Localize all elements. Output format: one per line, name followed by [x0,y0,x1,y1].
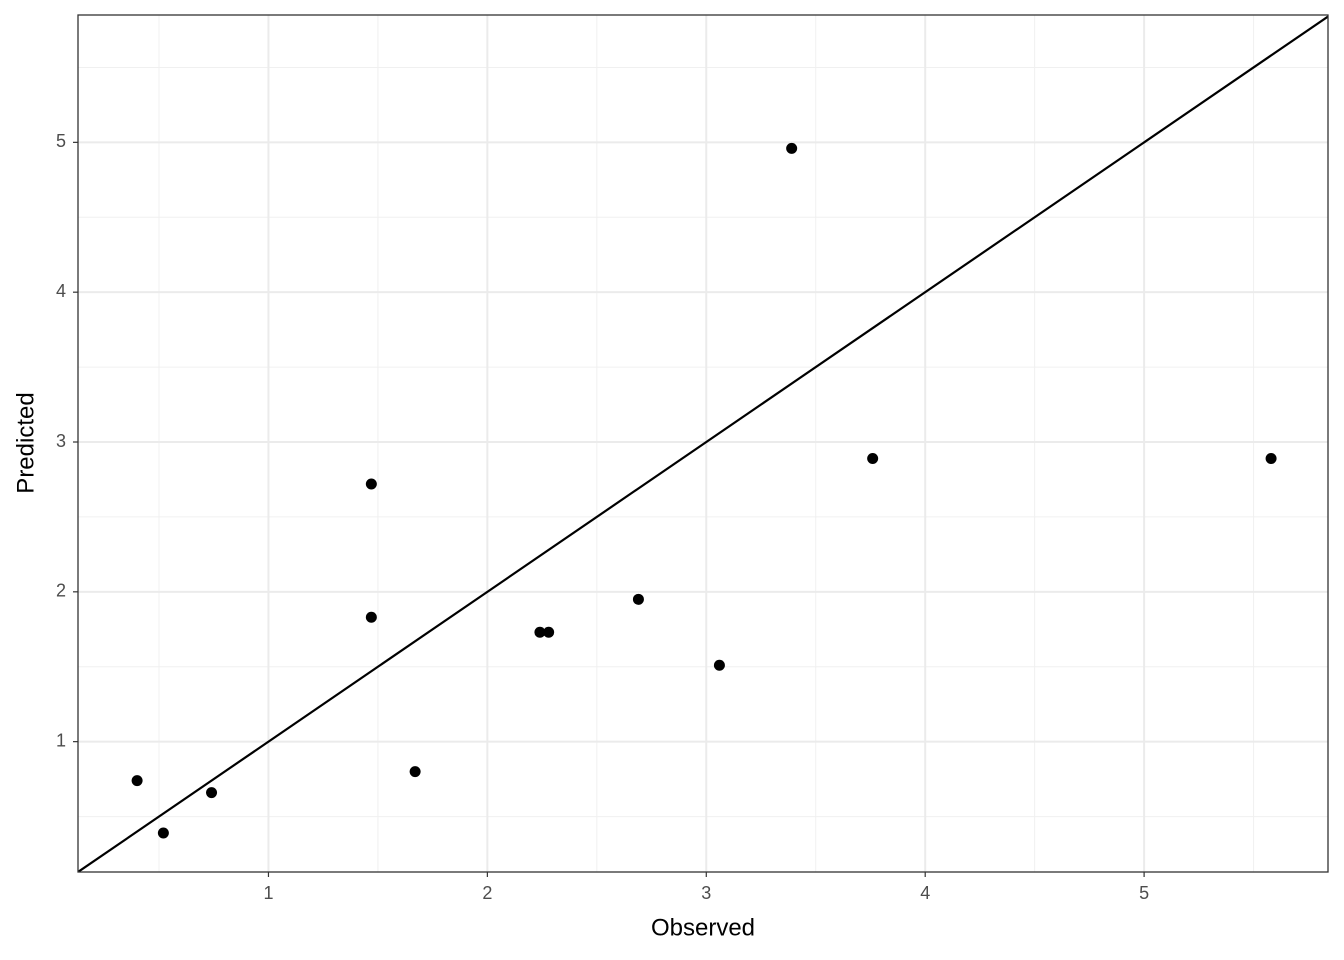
point [632,593,644,605]
panel-border [77,14,1329,873]
y-tick-label: 4 [56,281,66,301]
point [1265,452,1277,464]
point [534,626,546,638]
x-tick-label: 4 [920,883,930,903]
x-tick-label: 5 [1139,883,1149,903]
x-tick-label: 3 [701,883,711,903]
point [131,775,143,787]
point [206,787,218,799]
y-tick-label: 5 [56,131,66,151]
point [867,452,879,464]
reference-line [78,15,1328,872]
y-tick-label: 1 [56,730,66,750]
point [157,827,169,839]
point [365,478,377,490]
point [409,766,421,778]
x-tick-label: 2 [482,883,492,903]
point [543,626,555,638]
x-tick-label: 1 [263,883,273,903]
point [786,142,798,154]
point [365,611,377,623]
x-axis-title: Observed [651,914,755,941]
y-tick-label: 2 [56,581,66,601]
point [713,659,725,671]
y-axis-title: Predicted [12,392,39,493]
y-tick-label: 3 [56,431,66,451]
